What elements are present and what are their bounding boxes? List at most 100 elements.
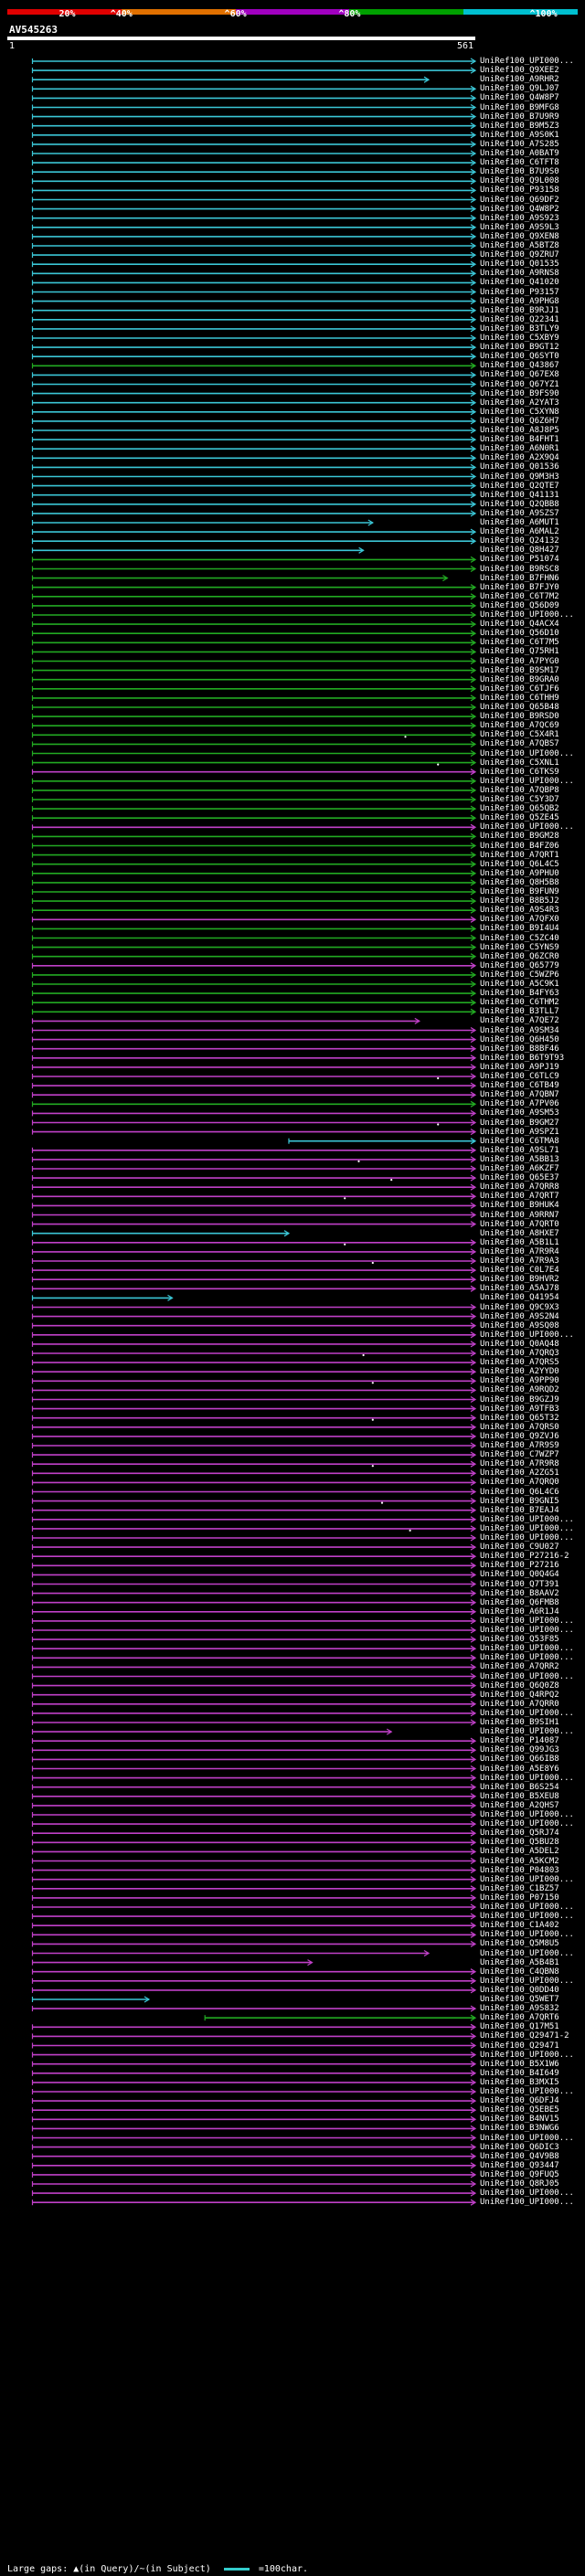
hit-label[interactable]: UniRef100_Q9ZRU7	[480, 250, 559, 260]
hit-label[interactable]: UniRef100_C0L7E4	[480, 1266, 559, 1276]
hit-label[interactable]: UniRef100_Q6SYT0	[480, 352, 559, 362]
hit-label[interactable]: UniRef100_UPI000...	[480, 1644, 574, 1654]
hit-label[interactable]: UniRef100_A5C9K1	[480, 980, 559, 989]
hit-label[interactable]: UniRef100_A7QRS5	[480, 1358, 559, 1368]
hit-label[interactable]: UniRef100_C6T7M5	[480, 638, 559, 648]
hit-label[interactable]: UniRef100_UPI000...	[480, 1671, 574, 1681]
hit-label[interactable]: UniRef100_B6S254	[480, 1782, 559, 1792]
hit-label[interactable]: UniRef100_A7QRT1	[480, 850, 559, 860]
hit-label[interactable]: UniRef100_A9SM34	[480, 1025, 559, 1035]
hit-label[interactable]: UniRef100_C6T7M2	[480, 591, 559, 601]
hit-label[interactable]: UniRef100_P93158	[480, 186, 559, 196]
hit-label[interactable]: UniRef100_B8AAV2	[480, 1588, 559, 1598]
hit-label[interactable]: UniRef100_A6MUT1	[480, 518, 559, 527]
hit-label[interactable]: UniRef100_A9S0K1	[480, 130, 559, 140]
hit-label[interactable]: UniRef100_A7QRR2	[480, 1662, 559, 1672]
hit-label[interactable]: UniRef100_C1BZ57	[480, 1883, 559, 1893]
hit-label[interactable]: UniRef100_Q0DD40	[480, 1985, 559, 1995]
hit-label[interactable]: UniRef100_Q0Q4G4	[480, 1570, 559, 1580]
hit-label[interactable]: UniRef100_B9FS90	[480, 388, 559, 398]
hit-label[interactable]: UniRef100_UPI000...	[480, 1948, 574, 1958]
hit-label[interactable]: UniRef100_Q65QB2	[480, 804, 559, 814]
hit-label[interactable]: UniRef100_A9S9L3	[480, 222, 559, 232]
hit-label[interactable]: UniRef100_Q6ZCR0	[480, 951, 559, 961]
hit-label[interactable]: UniRef100_Q22341	[480, 314, 559, 324]
hit-label[interactable]: UniRef100_Q41954	[480, 1293, 559, 1303]
hit-label[interactable]: UniRef100_A9PHU0	[480, 868, 559, 878]
hit-label[interactable]: UniRef100_B9GNI5	[480, 1496, 559, 1506]
hit-label[interactable]: UniRef100_A9S4R3	[480, 906, 559, 916]
hit-label[interactable]: UniRef100_Q6FMB8	[480, 1597, 559, 1607]
hit-label[interactable]: UniRef100_C1A402	[480, 1921, 559, 1931]
hit-label[interactable]: UniRef100_A7QRR8	[480, 1182, 559, 1193]
hit-label[interactable]: UniRef100_Q9FUQ5	[480, 2169, 559, 2179]
hit-label[interactable]: UniRef100_Q5M8U5	[480, 1939, 559, 1949]
hit-label[interactable]: UniRef100_Q93447	[480, 2160, 559, 2170]
hit-label[interactable]: UniRef100_Q29471	[480, 2041, 559, 2051]
hit-label[interactable]: UniRef100_Q9L008	[480, 176, 559, 186]
hit-label[interactable]: UniRef100_A7QBN7	[480, 1090, 559, 1100]
hit-label[interactable]: UniRef100_Q4V9B8	[480, 2151, 559, 2161]
hit-label[interactable]: UniRef100_A7QRR0	[480, 1699, 559, 1709]
hit-label[interactable]: UniRef100_B9HUK4	[480, 1201, 559, 1211]
hit-label[interactable]: UniRef100_B9I4U4	[480, 924, 559, 934]
hit-label[interactable]: UniRef100_Q43867	[480, 361, 559, 371]
hit-label[interactable]: UniRef100_P51074	[480, 555, 559, 565]
hit-label[interactable]: UniRef100_Q5RJ74	[480, 1829, 559, 1839]
hit-label[interactable]: UniRef100_UPI000...	[480, 1874, 574, 1884]
hit-label[interactable]: UniRef100_B3MXI5	[480, 2077, 559, 2087]
hit-label[interactable]: UniRef100_C5Y3D7	[480, 795, 559, 804]
hit-label[interactable]: UniRef100_A7QE72	[480, 1016, 559, 1026]
hit-label[interactable]: UniRef100_UPI000...	[480, 1912, 574, 1922]
hit-label[interactable]: UniRef100_Q8H427	[480, 546, 559, 556]
hit-label[interactable]: UniRef100_Q65779	[480, 960, 559, 970]
hit-label[interactable]: UniRef100_C6THM2	[480, 998, 559, 1008]
hit-label[interactable]: UniRef100_C6TKS9	[480, 767, 559, 777]
hit-label[interactable]: UniRef100_Q6Z6H7	[480, 416, 559, 426]
hit-label[interactable]: UniRef100_C4QBN8	[480, 1966, 559, 1977]
hit-label[interactable]: UniRef100_A9RNS8	[480, 269, 559, 279]
hit-label[interactable]: UniRef100_Q5WET7	[480, 1995, 559, 2004]
hit-label[interactable]: UniRef100_Q56D09	[480, 600, 559, 610]
hit-label[interactable]: UniRef100_Q9ZVJ6	[480, 1431, 559, 1441]
hit-label[interactable]: UniRef100_C9U027	[480, 1542, 559, 1553]
hit-label[interactable]: UniRef100_B7FHN6	[480, 573, 559, 583]
hit-label[interactable]: UniRef100_Q6L4C5	[480, 859, 559, 869]
hit-label[interactable]: UniRef100_A5B4B1	[480, 1957, 559, 1967]
hit-label[interactable]: UniRef100_A5E8Y6	[480, 1764, 559, 1774]
hit-label[interactable]: UniRef100_UPI000...	[480, 1930, 574, 1940]
hit-label[interactable]: UniRef100_Q9C9X3	[480, 1302, 559, 1312]
hit-label[interactable]: UniRef100_Q6Q0Z8	[480, 1680, 559, 1691]
hit-label[interactable]: UniRef100_UPI000...	[480, 822, 574, 832]
hit-label[interactable]: UniRef100_UPI000...	[480, 1616, 574, 1626]
hit-label[interactable]: UniRef100_B9GRA0	[480, 674, 559, 684]
hit-label[interactable]: UniRef100_A9RQD2	[480, 1385, 559, 1395]
hit-label[interactable]: UniRef100_A7QRQ3	[480, 1349, 559, 1358]
hit-label[interactable]: UniRef100_C7WZP7	[480, 1450, 559, 1460]
hit-label[interactable]: UniRef100_Q7T391	[480, 1579, 559, 1589]
hit-label[interactable]: UniRef100_A0BAT9	[480, 149, 559, 158]
hit-label[interactable]: UniRef100_A9TFB3	[480, 1404, 559, 1414]
hit-label[interactable]: UniRef100_Q6DFJ4	[480, 2096, 559, 2106]
hit-label[interactable]: UniRef100_Q53F85	[480, 1635, 559, 1645]
hit-label[interactable]: UniRef100_A9SL71	[480, 1145, 559, 1155]
hit-label[interactable]: UniRef100_A2ZG51	[480, 1468, 559, 1479]
hit-label[interactable]: UniRef100_A9SM53	[480, 1108, 559, 1118]
hit-label[interactable]: UniRef100_A5DEL2	[480, 1847, 559, 1857]
hit-label[interactable]: UniRef100_B3TLL7	[480, 1007, 559, 1017]
hit-label[interactable]: UniRef100_C6TFT8	[480, 158, 559, 168]
hit-label[interactable]: UniRef100_A7PV06	[480, 1099, 559, 1109]
hit-label[interactable]: UniRef100_Q65E37	[480, 1173, 559, 1183]
hit-label[interactable]: UniRef100_B6T9T93	[480, 1053, 565, 1063]
hit-label[interactable]: UniRef100_Q41131	[480, 490, 559, 500]
hit-label[interactable]: UniRef100_UPI000...	[480, 2198, 574, 2208]
hit-label[interactable]: UniRef100_B9FUN9	[480, 887, 559, 896]
hit-label[interactable]: UniRef100_Q4W8P7	[480, 93, 559, 103]
hit-label[interactable]: UniRef100_A6R1J4	[480, 1606, 559, 1617]
hit-label[interactable]: UniRef100_A8HXE7	[480, 1228, 559, 1238]
hit-label[interactable]: UniRef100_UPI000...	[480, 2087, 574, 2096]
hit-label[interactable]: UniRef100_A9PJ19	[480, 1062, 559, 1072]
hit-label[interactable]: UniRef100_Q9XEN8	[480, 231, 559, 241]
hit-label[interactable]: UniRef100_UPI000...	[480, 57, 574, 66]
hit-label[interactable]: UniRef100_A7R9A3	[480, 1256, 559, 1266]
